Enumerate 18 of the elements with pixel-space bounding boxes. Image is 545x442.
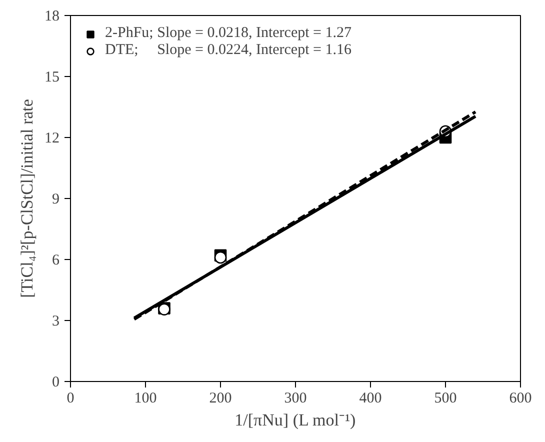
x-tick-label: 300 xyxy=(284,390,307,406)
x-tick-label: 100 xyxy=(134,390,157,406)
y-tick-label: 12 xyxy=(44,130,60,146)
y-tick-label: 9 xyxy=(52,192,60,208)
y-tick-label: 3 xyxy=(52,314,60,330)
x-tick-label: 600 xyxy=(509,390,532,406)
x-tick-label: 0 xyxy=(66,390,74,406)
y-axis-title: [TiCl₄]²[p-ClStCl]/initial rate xyxy=(18,99,36,298)
legend-label: DTE; Slope = 0.0224, Intercept = 1.16 xyxy=(105,42,352,59)
y-tick-label: 0 xyxy=(52,374,60,390)
legend-label: 2-PhFu; Slope = 0.0218, Intercept = 1.27 xyxy=(105,25,352,42)
x-tick-label: 200 xyxy=(209,390,232,406)
x-axis-title: 1/[πNu] (L mol⁻¹) xyxy=(234,410,356,430)
x-tick-label: 400 xyxy=(359,390,382,406)
y-tick-label: 6 xyxy=(52,252,60,268)
y-tick-label: 15 xyxy=(44,70,60,86)
x-tick-label: 500 xyxy=(434,390,457,406)
y-tick-label: 18 xyxy=(44,8,60,24)
